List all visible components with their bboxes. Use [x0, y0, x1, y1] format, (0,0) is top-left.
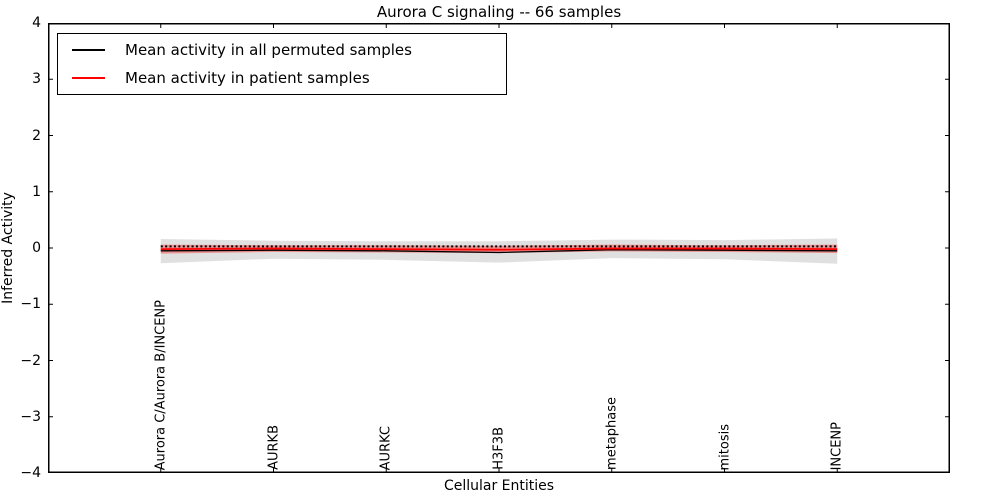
x-tick-label: metaphase: [604, 397, 620, 470]
y-tick-label: 4: [32, 15, 41, 31]
mean-activity-in-patient-samples-line: [160, 247, 838, 251]
y-axis-label: Inferred Activity: [0, 192, 16, 304]
plot-svg: [48, 23, 950, 473]
legend: Mean activity in all permuted samples Me…: [57, 33, 507, 95]
plot-area: [48, 23, 950, 473]
legend-line-black: [72, 49, 105, 51]
legend-entry-permuted: Mean activity in all permuted samples: [72, 41, 506, 59]
y-tick-label: −2: [20, 352, 41, 369]
mean-activity-in-all-permuted-samples-line: [160, 249, 838, 254]
y-tick-label: 2: [32, 127, 41, 144]
x-tick-label: AURKB: [266, 425, 281, 470]
legend-line-red: [72, 77, 105, 79]
chart-title: Aurora C signaling -- 66 samples: [376, 3, 622, 21]
y-tick-label: −4: [20, 465, 41, 481]
y-tick-label: −1: [20, 296, 41, 313]
x-tick-label: AURKC: [378, 425, 394, 470]
y-tick-label: 1: [32, 183, 41, 200]
x-tick-label: INCENP: [829, 421, 845, 470]
legend-label-patient: Mean activity in patient samples: [125, 69, 370, 87]
x-axis-label: Cellular Entities: [443, 478, 555, 494]
axes-spines: [48, 23, 950, 473]
y-tick-label: 0: [32, 240, 41, 256]
x-tick-label: Aurora C/Aurora B/INCENP: [153, 299, 169, 470]
legend-label-permuted: Mean activity in all permuted samples: [125, 41, 412, 59]
x-tick-label: H3F3B: [491, 427, 507, 470]
permuted-activity-range-band: [160, 238, 838, 264]
x-tick-label: mitosis: [717, 423, 732, 470]
y-tick-label: −3: [20, 408, 41, 425]
y-tick-label: 3: [32, 71, 41, 88]
legend-entry-patient: Mean activity in patient samples: [72, 69, 506, 87]
